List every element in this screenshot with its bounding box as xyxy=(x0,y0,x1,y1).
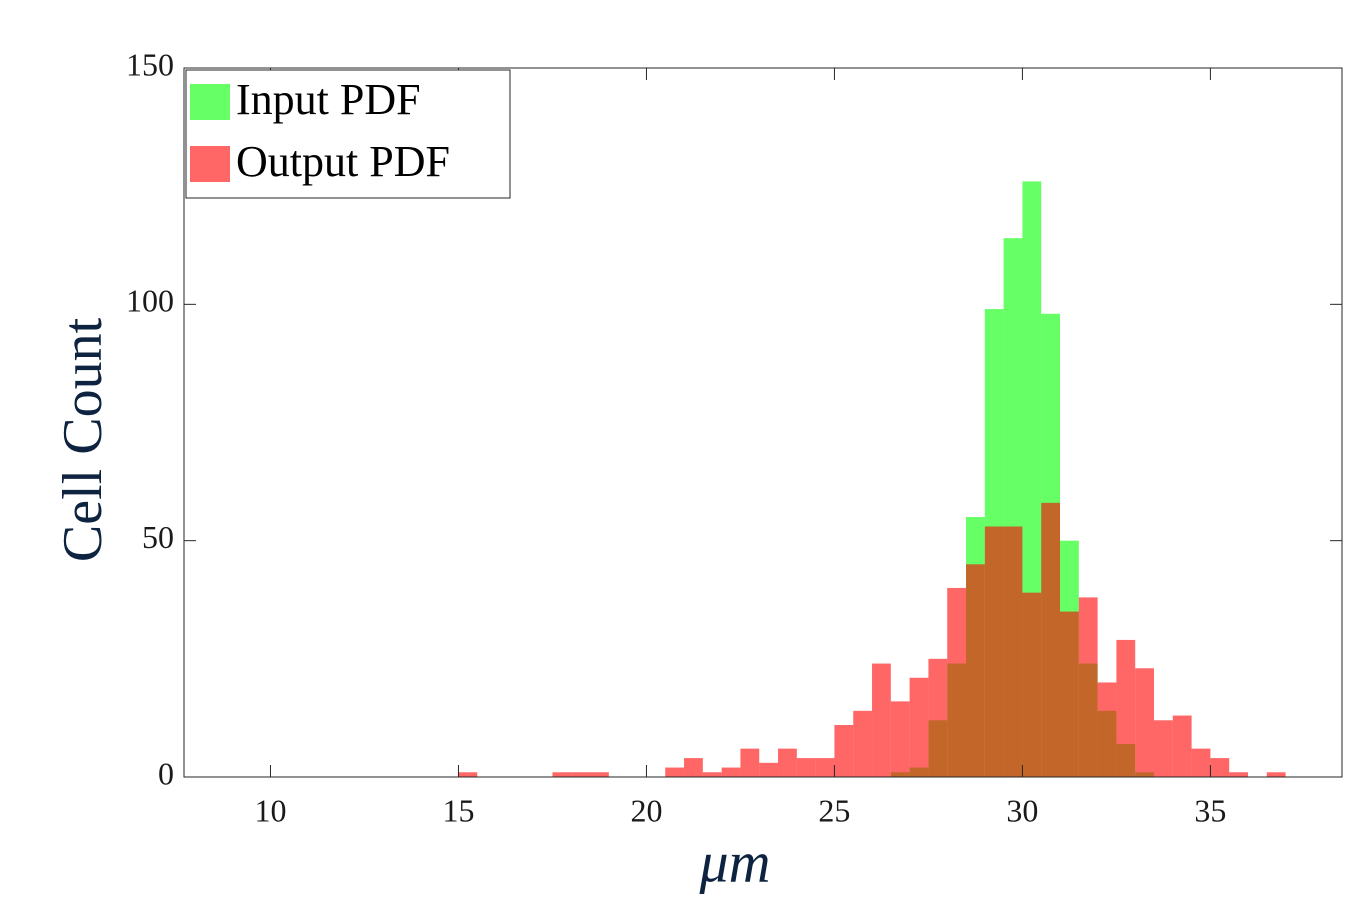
legend-box xyxy=(185,69,511,199)
y-tick-label: 150 xyxy=(126,46,174,82)
bar xyxy=(834,725,854,777)
bar xyxy=(1210,758,1230,777)
bar xyxy=(590,772,609,777)
bar xyxy=(1022,592,1042,777)
bar xyxy=(1041,502,1061,777)
legend-label: Input PDF xyxy=(236,75,421,124)
bar xyxy=(1266,772,1286,777)
x-tick-label: 15 xyxy=(442,792,474,828)
bar xyxy=(796,758,816,777)
bar xyxy=(684,758,703,777)
legend-swatch xyxy=(190,84,230,120)
bar xyxy=(853,710,873,777)
legend-swatch xyxy=(190,146,230,182)
plot-frame xyxy=(183,67,1343,778)
bar xyxy=(947,587,967,777)
bar xyxy=(1078,597,1098,777)
y-tick-label: 50 xyxy=(142,519,174,555)
bar xyxy=(928,658,948,777)
x-tick-label: 35 xyxy=(1194,792,1226,828)
bar xyxy=(665,767,685,777)
bar xyxy=(815,758,835,777)
bar xyxy=(984,526,1004,777)
bar xyxy=(552,772,572,777)
legend-label: Output PDF xyxy=(236,137,450,186)
y-tick-label: 0 xyxy=(158,755,174,791)
bar xyxy=(890,701,910,777)
bar xyxy=(759,762,779,777)
bar xyxy=(1003,526,1023,777)
bar xyxy=(1060,611,1079,777)
bar xyxy=(721,767,741,777)
bar xyxy=(1229,772,1249,777)
x-tick-label: 30 xyxy=(1006,792,1038,828)
bar xyxy=(740,748,760,777)
x-tick-label: 10 xyxy=(254,792,286,828)
bar xyxy=(571,772,591,777)
bar xyxy=(778,748,797,777)
bar xyxy=(1097,682,1117,777)
bar xyxy=(872,663,891,777)
bar xyxy=(1154,720,1173,777)
x-axis-label: μm xyxy=(699,829,771,894)
bar xyxy=(1135,668,1155,777)
bar xyxy=(966,564,985,777)
bar xyxy=(1116,639,1136,777)
y-tick-label: 100 xyxy=(126,283,174,319)
bar xyxy=(458,772,478,777)
bar xyxy=(702,772,722,777)
bar xyxy=(1191,748,1211,777)
y-axis-label: Cell Count xyxy=(52,317,114,562)
bar xyxy=(909,677,929,777)
x-tick-label: 25 xyxy=(818,792,850,828)
x-tick-label: 20 xyxy=(630,792,662,828)
bar xyxy=(1172,715,1192,777)
